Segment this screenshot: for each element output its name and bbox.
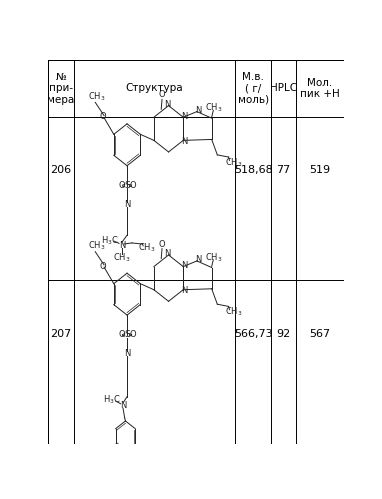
- Text: N: N: [181, 286, 187, 295]
- Text: N: N: [181, 112, 188, 121]
- Text: 518,68: 518,68: [234, 165, 273, 175]
- Text: H$_3$C: H$_3$C: [103, 394, 121, 406]
- Text: CH$_3$: CH$_3$: [225, 156, 242, 169]
- Text: O: O: [159, 90, 165, 99]
- Text: HPLC: HPLC: [270, 83, 297, 93]
- Text: CH$_3$: CH$_3$: [88, 240, 105, 252]
- Text: Мол.
пик +Н: Мол. пик +Н: [300, 77, 340, 99]
- Text: N: N: [124, 349, 130, 358]
- Text: O: O: [159, 240, 165, 249]
- Text: 566,73: 566,73: [234, 329, 272, 339]
- Text: 92: 92: [276, 329, 291, 339]
- Text: S: S: [124, 330, 130, 339]
- Text: 206: 206: [50, 165, 71, 175]
- Text: 77: 77: [276, 165, 291, 175]
- Text: CH$_3$: CH$_3$: [225, 306, 242, 318]
- Text: 567: 567: [309, 329, 330, 339]
- Text: N: N: [181, 261, 188, 270]
- Text: CH$_3$: CH$_3$: [113, 251, 131, 263]
- Text: O: O: [118, 181, 125, 190]
- Text: N: N: [195, 255, 201, 264]
- Text: 207: 207: [50, 329, 71, 339]
- Text: 519: 519: [309, 165, 330, 175]
- Text: N: N: [119, 241, 125, 250]
- Text: №
при-
мера: № при- мера: [47, 72, 74, 105]
- Text: CH$_3$: CH$_3$: [206, 251, 223, 264]
- Text: N: N: [195, 106, 201, 115]
- Text: N: N: [165, 100, 171, 109]
- Text: Структура: Структура: [126, 83, 183, 93]
- Text: CH$_3$: CH$_3$: [206, 102, 223, 114]
- Text: CH$_3$: CH$_3$: [88, 91, 105, 103]
- Text: S: S: [124, 181, 130, 190]
- Text: O: O: [100, 261, 107, 270]
- Text: CH$_3$: CH$_3$: [138, 241, 156, 253]
- Text: N: N: [165, 250, 171, 258]
- Text: O: O: [129, 181, 136, 190]
- Text: N: N: [181, 137, 187, 146]
- Text: O: O: [129, 330, 136, 339]
- Text: O: O: [100, 112, 107, 121]
- Text: O: O: [118, 330, 125, 339]
- Text: N: N: [120, 401, 126, 410]
- Text: H$_3$C: H$_3$C: [101, 235, 119, 247]
- Text: N: N: [124, 200, 130, 209]
- Text: М.в.
( г/
моль): М.в. ( г/ моль): [238, 72, 269, 105]
